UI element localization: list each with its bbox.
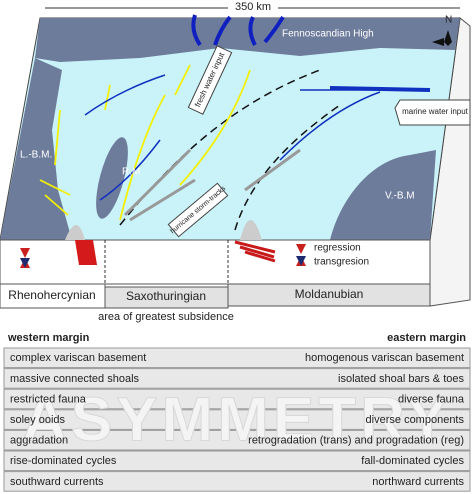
label-box	[167, 182, 229, 238]
hinge-line	[234, 104, 341, 231]
label: L.-B.M.	[20, 150, 52, 161]
table-cell: homogenous variscan basement	[305, 352, 464, 364]
table-header: western margin	[7, 332, 90, 344]
table-cell: southward currents	[10, 476, 104, 488]
land-lbm	[0, 58, 72, 240]
label: marine water input	[402, 107, 469, 116]
table-header: eastern margin	[387, 332, 466, 344]
label: R.M	[122, 167, 140, 178]
blue-arrows	[84, 74, 431, 201]
yellow-arrows	[39, 64, 251, 221]
table-cell: diverse fauna	[398, 393, 465, 405]
shoal	[65, 220, 262, 240]
label: Fennoscandian High	[282, 29, 374, 40]
hinge-line	[119, 69, 321, 226]
table-row	[3, 368, 471, 389]
zone-label: Saxothuringian	[126, 289, 206, 303]
label-box	[394, 99, 471, 126]
land-high	[35, 18, 460, 62]
subsidence-note: area of greatest subsidence	[98, 311, 234, 323]
scale-label: 350 km	[235, 1, 271, 13]
table-cell: fall-dominated cycles	[361, 455, 464, 467]
table-row	[3, 347, 471, 369]
table-row	[3, 429, 471, 451]
table-row	[3, 450, 471, 472]
scale-bg	[228, 0, 278, 14]
table-cell: retrogradation (trans) and progradation …	[248, 435, 464, 447]
label-box	[187, 45, 233, 115]
land-rm	[96, 137, 128, 219]
block-diagram: 350 km N Fennoscandian High fresh water …	[0, 0, 471, 323]
rivers	[191, 14, 285, 47]
north: N	[445, 15, 452, 26]
zone-box	[227, 283, 431, 307]
table-row	[3, 388, 471, 410]
table-cell: diverse components	[366, 414, 465, 426]
storm-arrows	[123, 148, 301, 222]
table-cell: complex variscan basement	[10, 352, 146, 364]
table-row	[3, 409, 471, 430]
zone-label: Rhenohercynian	[8, 288, 95, 302]
table-row	[3, 471, 471, 492]
table-cell: northward currents	[372, 476, 464, 488]
watermark: ASYMMETRY	[22, 385, 452, 454]
front-face	[0, 239, 431, 285]
table-cell: soley ooids	[10, 414, 66, 426]
table-cell: rise-dominated cycles	[10, 455, 117, 467]
shoal-red	[75, 240, 97, 265]
shoal-red	[234, 240, 276, 263]
table-cell: restricted fauna	[10, 393, 87, 405]
table-cell: isolated shoal bars & toes	[338, 373, 464, 385]
compass	[432, 30, 452, 46]
label: regression	[314, 243, 361, 254]
zone-label: Moldanubian	[295, 287, 364, 301]
label: V.-B.M	[385, 191, 415, 202]
table-cell: massive connected shoals	[10, 373, 140, 385]
table: western margin eastern margin ASYMMETRY c…	[3, 332, 471, 492]
label: transgresion	[314, 257, 369, 268]
land-vbm	[330, 150, 436, 240]
table-cell: aggradation	[10, 435, 68, 447]
